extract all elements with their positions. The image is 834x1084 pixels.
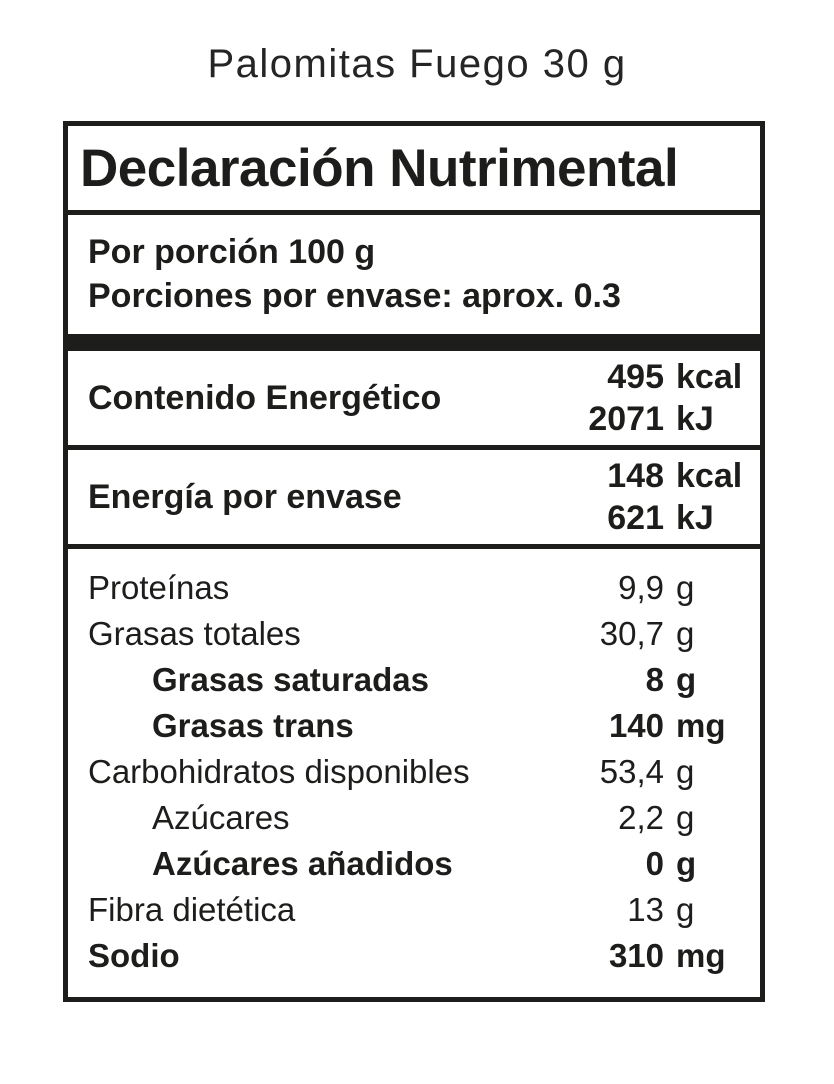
nutrients-section: Proteínas 9,9 g Grasas totales 30,7 g Gr… <box>68 549 760 997</box>
energy-value-line: 148 kcal <box>502 455 752 497</box>
nutrient-value: 13 g <box>502 887 752 933</box>
nutrient-value-unit: g <box>676 891 695 928</box>
nutrient-value-unit: g <box>676 569 695 606</box>
serving-size-line: Por porción 100 g <box>88 233 376 271</box>
nutrient-value-number: 53,4 <box>599 753 664 790</box>
nutrient-value-number: 140 <box>608 707 664 744</box>
nutrient-value: 310 mg <box>502 933 752 979</box>
nutrient-value: 140 mg <box>502 703 752 749</box>
nutrient-value-unit: mg <box>676 707 726 744</box>
energy-value-unit: kcal <box>676 457 743 495</box>
serving-section: Por porción 100 g Porciones por envase: … <box>68 215 760 334</box>
nutrient-value: 53,4 g <box>502 749 752 795</box>
energy-value-line: 495 kcal <box>502 356 752 398</box>
energy-value-line: 621 kJ <box>502 497 752 539</box>
nutrient-value-unit: g <box>676 615 695 652</box>
nutrient-value: 9,9 g <box>502 565 752 611</box>
nutrient-value: 2,2 g <box>502 795 752 841</box>
nutrient-value-unit: g <box>676 799 695 836</box>
nutrient-row: Proteínas 9,9 g <box>88 565 752 611</box>
section-divider <box>68 544 760 549</box>
nutrient-value: 0 g <box>502 841 752 887</box>
section-divider <box>68 445 760 450</box>
nutrient-row: Sodio 310 mg <box>88 933 752 979</box>
nutrient-value-number: 30,7 <box>599 615 664 652</box>
nutrient-row: Azúcares añadidos 0 g <box>88 841 752 887</box>
nutrient-value: 30,7 g <box>502 611 752 657</box>
nutrient-label: Azúcares añadidos <box>152 845 453 882</box>
energy-value-unit: kcal <box>676 358 743 396</box>
energy-value-line: 2071 kJ <box>502 398 752 440</box>
energy-value-number: 148 <box>607 457 664 495</box>
nutrient-value-number: 8 <box>645 661 664 698</box>
nutrient-row: Azúcares 2,2 g <box>88 795 752 841</box>
nutrient-label: Proteínas <box>88 569 230 606</box>
nutrient-row: Grasas trans 140 mg <box>88 703 752 749</box>
nutrient-value-number: 9,9 <box>618 569 664 606</box>
nutrient-row: Grasas totales 30,7 g <box>88 611 752 657</box>
nutrient-value-number: 2,2 <box>618 799 664 836</box>
nutrient-row: Grasas saturadas 8 g <box>88 657 752 703</box>
nutrient-value-number: 13 <box>627 891 664 928</box>
energy-value-number: 495 <box>607 358 664 396</box>
nutrient-row: Carbohidratos disponibles 53,4 g <box>88 749 752 795</box>
nutrition-label-box: Declaración Nutrimental Por porción 100 … <box>63 121 765 1002</box>
energy-row-energia-por-envase: Energía por envase 148 kcal 621 kJ <box>68 450 760 544</box>
thick-bar-divider <box>68 334 760 351</box>
nutrient-value-unit: g <box>676 753 695 790</box>
nutrient-label: Azúcares <box>152 799 290 836</box>
nutrient-value-unit: g <box>676 661 697 698</box>
section-divider <box>68 210 760 215</box>
product-title: Palomitas Fuego 30 g <box>207 42 627 86</box>
nutrient-label: Carbohidratos disponibles <box>88 753 470 790</box>
nutrient-row: Fibra dietética 13 g <box>88 887 752 933</box>
energy-value-unit: kJ <box>676 400 714 438</box>
energy-row-label: Contenido Energético <box>88 378 442 417</box>
energy-value-unit: kJ <box>676 499 714 537</box>
nutrient-value-unit: g <box>676 845 697 882</box>
nutrient-value-number: 0 <box>645 845 664 882</box>
nutrient-label: Fibra dietética <box>88 891 296 928</box>
nutrient-label: Sodio <box>88 937 180 974</box>
nutrient-value: 8 g <box>502 657 752 703</box>
energy-value-number: 621 <box>607 499 664 537</box>
nutrition-label-header: Declaración Nutrimental <box>80 138 679 198</box>
nutrient-label: Grasas saturadas <box>152 661 430 698</box>
energy-row-values: 495 kcal 2071 kJ <box>502 356 752 440</box>
nutrient-value-number: 310 <box>608 937 664 974</box>
energy-row-contenido-energetico: Contenido Energético 495 kcal 2071 kJ <box>68 351 760 445</box>
nutrient-value-unit: mg <box>676 937 726 974</box>
nutrient-label: Grasas trans <box>152 707 354 744</box>
nutrient-label: Grasas totales <box>88 615 301 652</box>
servings-per-container-line: Porciones por envase: aprox. 0.3 <box>88 277 621 315</box>
energy-row-values: 148 kcal 621 kJ <box>502 455 752 539</box>
energy-row-label: Energía por envase <box>88 477 402 516</box>
energy-value-number: 2071 <box>588 400 664 438</box>
